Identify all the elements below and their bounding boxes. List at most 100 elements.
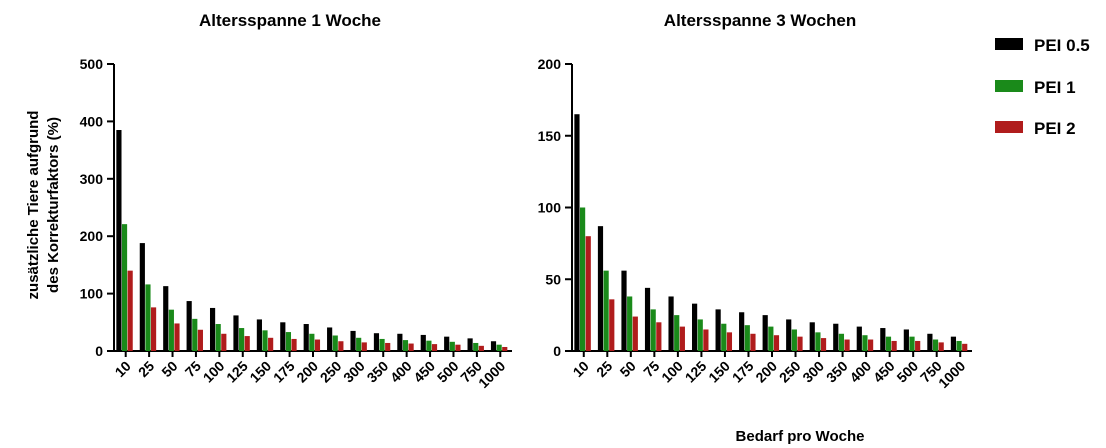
chart1-bar-pei-1-125 [239,328,245,351]
chart1-bar-pei-1-50 [168,309,174,351]
chart1-x-tick-label: 500 [434,358,462,386]
chart1-x-tick-label: 25 [135,358,157,380]
chart1-x-tick-label: 1000 [475,358,508,391]
chart1-bar-pei-0-5-250 [327,327,333,351]
chart1-bar-pei-2-150 [268,337,274,351]
chart1-y-tick-label: 100 [80,286,104,302]
chart2-y-tick-label: 0 [553,343,561,359]
chart2-bar-pei-1-75 [650,309,656,351]
chart1-y-tick-label: 200 [80,228,104,244]
chart2-x-tick-label: 300 [799,358,827,386]
chart1-bar-pei-2-200 [314,339,321,351]
chart1-bar-pei-1-1000 [496,344,502,351]
chart2-bar-pei-1-100 [674,315,680,351]
chart1-bar-pei-2-250 [338,341,344,351]
chart1-x-tick-label: 350 [364,358,392,386]
chart1-x-tick-label: 175 [270,358,298,386]
svg-text:zusätzliche Tiere aufgrund: zusätzliche Tiere aufgrund [25,111,42,300]
chart1-bar-pei-1-150 [262,330,268,351]
chart1-y-tick-label: 500 [80,56,104,72]
legend-swatch-pei-05 [995,38,1023,50]
legend-swatch-pei-1 [995,80,1023,92]
chart1-bar-pei-2-10 [127,270,133,351]
chart2-bar-pei-2-400 [868,339,874,351]
chart1-y-axis-label: zusätzliche Tiere aufgrund des Korrektur… [25,111,62,300]
chart1-y-tick-label: 300 [80,171,104,187]
chart1-bar-pei-1-400 [402,340,409,351]
chart1-bar-pei-1-75 [192,318,198,351]
chart2-bar-pei-1-250 [791,329,797,351]
chart2-x-tick-label: 10 [570,358,592,380]
chart2-bar-pei-2-300 [820,338,827,351]
chart1-x-tick-label: 450 [410,358,438,386]
chart2-title: Altersspanne 3 Wochen [664,11,856,30]
chart2-bar-pei-2-200 [773,335,780,351]
chart2-bar-pei-2-100 [679,326,685,351]
chart2-bar-pei-2-350 [844,339,850,351]
chart1-bar-pei-0-5-50 [163,286,169,351]
chart1-bar-pei-0-5-125 [233,315,239,351]
chart2-bar-pei-2-450 [891,340,897,351]
chart1-bar-pei-0-5-75 [186,301,192,351]
chart2-bar-pei-2-50 [632,316,638,351]
chart2-y-tick-label: 150 [538,128,562,144]
chart1-bar-pei-2-500 [455,344,461,351]
chart2-x-tick-label: 150 [705,358,733,386]
chart2-bar-pei-1-500 [909,336,915,351]
chart2-bar-pei-0-5-1000 [950,336,957,351]
chart1-x-tick-label: 50 [158,358,180,380]
chart1-bar-pei-1-450 [426,340,432,351]
chart2-bar-pei-0-5-450 [880,328,886,351]
chart2-bar-pei-2-175 [750,333,756,351]
chart2-y-tick-label: 50 [545,271,561,287]
chart1-bar-pei-0-5-175 [280,322,286,351]
legend-label-pei-1: PEI 1 [1034,78,1076,97]
chart1-bar-pei-1-175 [285,332,292,351]
chart1-x-tick-label: 100 [200,358,228,386]
chart2-bar-pei-0-5-250 [786,319,792,351]
chart1-x-tick-label: 125 [223,358,251,386]
chart2-bar-pei-0-5-50 [621,270,627,351]
chart1-x-tick-label: 200 [293,358,321,386]
chart2-bar-pei-1-1000 [956,340,962,351]
chart1-bar-pei-2-125 [244,336,250,351]
chart2-bar-pei-0-5-400 [856,326,862,351]
chart1-bar-pei-2-300 [361,342,367,351]
chart1-x-tick-label: 250 [317,358,345,386]
chart1-bar-pei-1-250 [332,335,338,351]
chart1-bar-pei-0-5-100 [209,307,216,351]
chart2-bar-pei-2-125 [703,329,709,351]
chart1-bar-pei-0-5-400 [397,333,403,351]
chart1-bar-pei-1-10 [121,224,128,351]
chart2-bar-pei-1-450 [885,336,892,351]
chart2-x-tick-label: 100 [658,358,686,386]
chart2-bar-pei-2-250 [797,336,803,351]
chart2-bar-pei-0-5-100 [668,296,674,351]
chart1-bar-pei-1-25 [145,284,151,351]
chart1-bar-pei-1-100 [215,324,221,351]
chart1-bar-pei-0-5-25 [139,243,145,351]
chart2-bar-pei-0-5-125 [692,303,698,351]
chart2-bar-pei-0-5-500 [903,329,909,351]
chart2-bar-pei-1-175 [744,325,750,351]
chart2-bar-pei-1-150 [721,323,727,351]
chart2-bar-pei-1-400 [862,335,868,351]
chart2-x-tick-label: 200 [752,358,780,386]
chart2-bar-pei-1-125 [697,319,703,351]
chart1-x-tick-label: 150 [246,358,274,386]
chart2-bar-pei-0-5-150 [715,309,721,351]
chart1-bar-pei-0-5-450 [420,334,426,351]
chart1-y-tick-label: 0 [95,343,103,359]
chart1-bar-pei-0-5-350 [373,333,380,351]
chart2-bar-pei-2-150 [726,332,733,351]
legend-label-pei-2: PEI 2 [1034,119,1076,138]
chart1-bar-pei-2-100 [221,333,227,351]
chart1-bar-pei-0-5-750 [467,338,473,351]
chart1-x-tick-label: 300 [340,358,368,386]
chart1-y-tick-label: 400 [80,113,104,129]
chart2-y-tick-label: 200 [538,56,562,72]
chart2-bar-pei-1-750 [932,339,939,351]
chart1-bar-pei-1-200 [309,333,315,351]
